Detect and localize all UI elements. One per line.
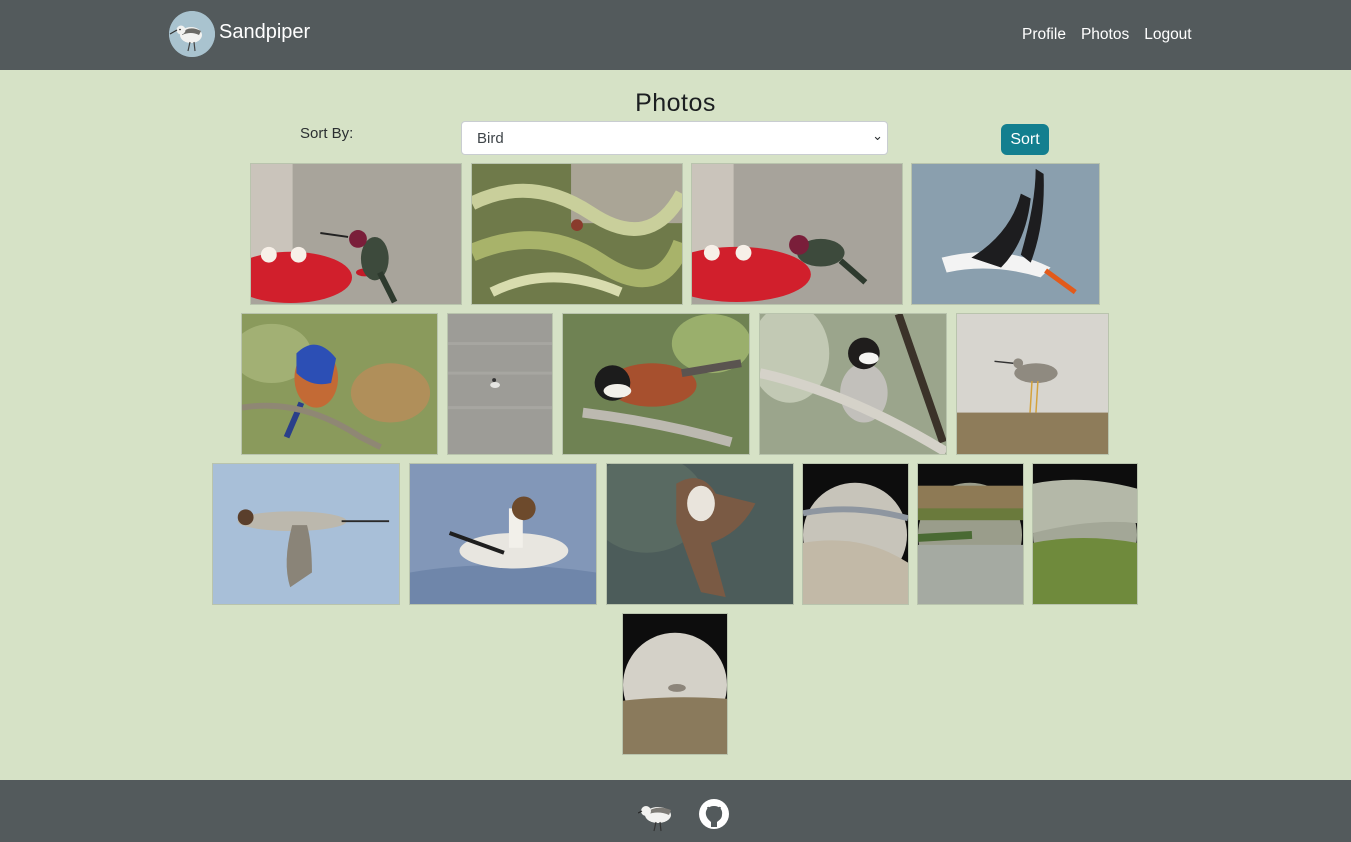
github-icon[interactable] <box>696 798 732 832</box>
photo-thumbnail[interactable] <box>212 463 400 605</box>
photo-thumbnail[interactable] <box>622 613 728 755</box>
photo-thumbnail[interactable] <box>606 463 794 605</box>
photo-thumbnail[interactable] <box>562 313 750 455</box>
photo-thumbnail[interactable] <box>241 313 438 455</box>
photo-thumbnail[interactable] <box>956 313 1109 455</box>
nav-link-photos[interactable]: Photos <box>1080 26 1130 43</box>
photo-thumbnail[interactable] <box>471 163 683 305</box>
photo-thumbnail[interactable] <box>1032 463 1138 605</box>
nav-link-profile[interactable]: Profile <box>1022 26 1066 43</box>
navbar: Sandpiper Profile Photos Logout <box>0 0 1351 70</box>
photo-thumbnail[interactable] <box>802 463 909 605</box>
photo-thumbnail[interactable] <box>691 163 903 305</box>
photo-thumbnail[interactable] <box>917 463 1024 605</box>
sandpiper-icon[interactable] <box>638 798 674 832</box>
photo-thumbnail[interactable] <box>759 313 947 455</box>
photo-thumbnail[interactable] <box>409 463 597 605</box>
nav-links: Profile Photos Logout <box>1022 26 1207 44</box>
page-title: Photos <box>635 89 716 117</box>
sort-label: Sort By: <box>300 125 354 142</box>
sort-select[interactable]: Bird ⌄ <box>461 121 888 155</box>
sandpiper-logo-icon <box>169 11 215 57</box>
footer <box>0 780 1351 842</box>
photo-thumbnail[interactable] <box>447 313 553 455</box>
brand-link[interactable]: Sandpiper <box>169 11 310 57</box>
sort-button[interactable]: Sort <box>1001 124 1049 155</box>
chevron-down-icon: ⌄ <box>872 128 883 143</box>
photo-thumbnail[interactable] <box>250 163 462 305</box>
brand-name: Sandpiper <box>219 20 311 43</box>
nav-link-logout[interactable]: Logout <box>1144 26 1192 43</box>
photo-thumbnail[interactable] <box>911 163 1100 305</box>
sort-select-value: Bird <box>477 130 504 147</box>
